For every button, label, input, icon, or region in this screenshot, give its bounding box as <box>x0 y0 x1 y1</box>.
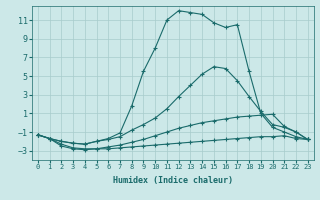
X-axis label: Humidex (Indice chaleur): Humidex (Indice chaleur) <box>113 176 233 185</box>
